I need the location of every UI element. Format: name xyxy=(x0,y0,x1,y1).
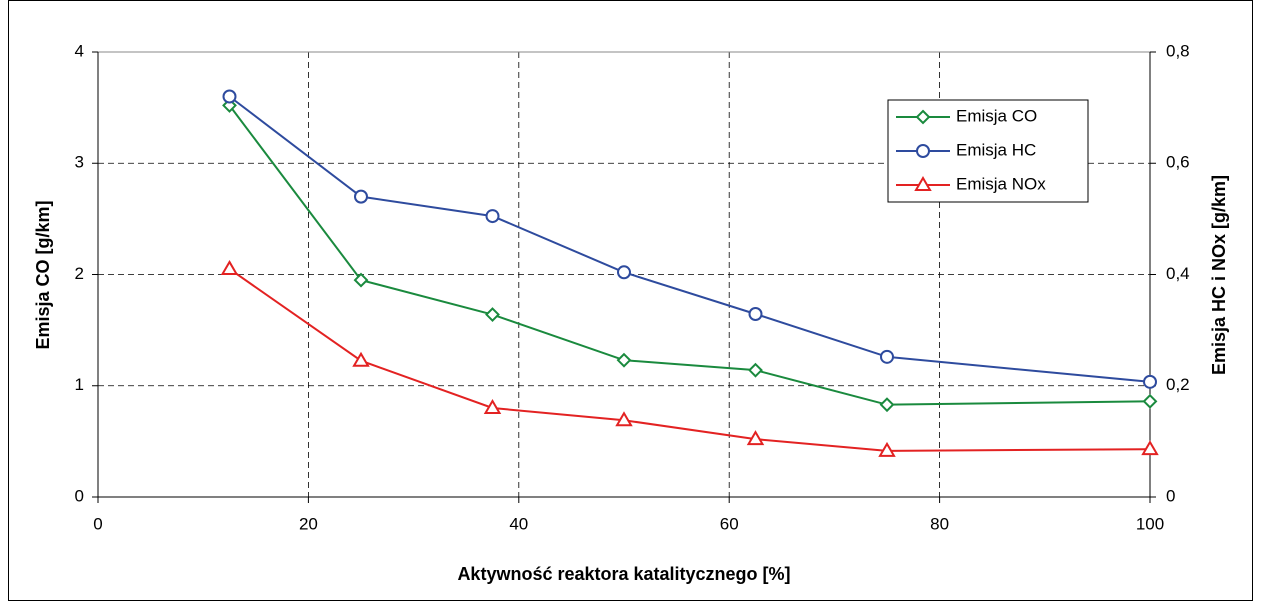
series-line xyxy=(228,268,1151,452)
marker xyxy=(483,399,502,414)
marker xyxy=(1141,440,1159,456)
marker xyxy=(748,362,763,378)
x-axis-label: Aktywność reaktora katalitycznego [%] xyxy=(457,564,790,584)
legend-label: Emisja CO xyxy=(956,106,1037,125)
y2-tick-label: 0,4 xyxy=(1166,264,1190,283)
marker xyxy=(616,352,632,368)
marker xyxy=(352,351,370,367)
x-tick-label: 20 xyxy=(299,514,318,533)
marker xyxy=(746,430,765,446)
marker xyxy=(878,441,896,457)
marker xyxy=(880,349,894,364)
x-tick-label: 60 xyxy=(720,514,739,533)
marker xyxy=(914,176,932,191)
y-tick-label: 4 xyxy=(75,41,84,60)
x-tick-label: 100 xyxy=(1136,514,1164,533)
marker xyxy=(617,265,631,280)
y2-tick-label: 0,6 xyxy=(1166,153,1190,172)
marker xyxy=(354,189,368,204)
y2-tick-label: 0,2 xyxy=(1166,375,1190,394)
marker xyxy=(1143,374,1157,389)
frame xyxy=(8,0,1253,601)
marker xyxy=(915,109,931,125)
y-tick-label: 3 xyxy=(75,153,84,172)
marker xyxy=(353,272,369,288)
y-tick-label: 0 xyxy=(75,486,84,505)
marker xyxy=(916,144,930,158)
x-tick-label: 80 xyxy=(930,514,949,533)
marker xyxy=(879,397,895,413)
x-tick-label: 0 xyxy=(93,514,102,533)
y2-tick-label: 0 xyxy=(1166,486,1175,505)
marker xyxy=(748,306,763,321)
marker xyxy=(485,307,500,322)
y2-axis-label: Emisja HC i NOx [g/km] xyxy=(1209,175,1229,375)
marker xyxy=(485,209,500,224)
legend-label: Emisja HC xyxy=(956,140,1036,159)
marker xyxy=(615,411,633,427)
marker xyxy=(1142,393,1158,409)
legend-label: Emisja NOx xyxy=(956,174,1046,193)
x-tick-label: 40 xyxy=(509,514,528,533)
marker xyxy=(222,89,237,104)
marker xyxy=(220,259,239,275)
y-tick-label: 1 xyxy=(75,375,84,394)
y2-tick-label: 0,8 xyxy=(1166,41,1190,60)
y-axis-label: Emisja CO [g/km] xyxy=(33,200,53,349)
y-tick-label: 2 xyxy=(75,264,84,283)
